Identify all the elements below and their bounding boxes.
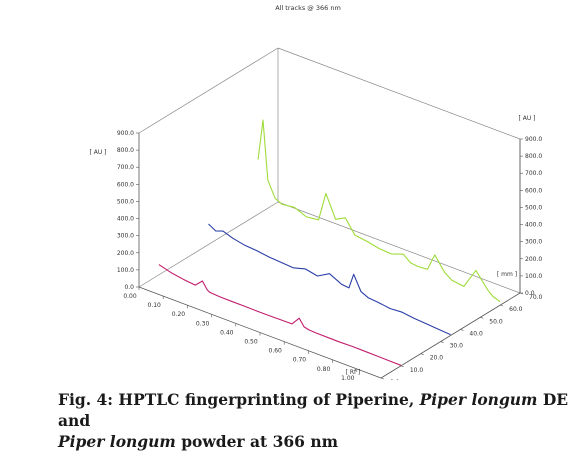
- mm-tick-label-3: 40.0: [469, 330, 483, 337]
- rf-tick-label-3: 0.30: [196, 320, 210, 327]
- mm-tick-6: [400, 365, 404, 368]
- mm-axis: [380, 292, 521, 379]
- rf-tick-label-8: 0.80: [317, 366, 331, 373]
- plot-traces: [158, 119, 501, 366]
- back-top-edge: [277, 47, 521, 140]
- track-trace-2: [208, 223, 451, 336]
- mm-tick-7: [380, 377, 385, 380]
- au-right-tick-label-7: 200.0: [525, 256, 542, 263]
- track-trace-1: [158, 264, 402, 366]
- plot-frame: [138, 47, 521, 294]
- left-bottom-edge: [138, 201, 279, 288]
- figure-caption: Fig. 4: HPTLC fingerprinting of Piperine…: [58, 389, 578, 452]
- rf-tick-label-7: 0.70: [293, 357, 307, 364]
- plot-labels: 900.0 800.0 700.0 600.0 500.0 400.0 300.0 200.0…: [117, 130, 543, 380]
- mm-tick-label-5: 20.0: [430, 355, 444, 362]
- au-left-tick-label-1: 800.0: [117, 147, 134, 154]
- au-unit-left: [ AU ]: [90, 149, 107, 156]
- track-trace-3: [257, 119, 501, 303]
- rf-tick-label-6: 0.60: [269, 348, 283, 355]
- au-right-tick-label-3: 600.0: [525, 187, 542, 194]
- au-left-tick-label-7: 200.0: [117, 250, 134, 257]
- figure: 900.0 800.0 700.0 600.0 500.0 400.0 300.0 200.0…: [58, 4, 568, 451]
- au-unit-right: [ AU ]: [519, 115, 536, 122]
- back-bottom-edge: [277, 201, 521, 294]
- mm-tick-label-1: 60.0: [509, 306, 523, 313]
- mm-tick-label-0: 70.0: [529, 294, 543, 301]
- au-left-tick-label-0: 900.0: [117, 130, 134, 137]
- caption-italic-1: Piper longum: [419, 390, 538, 409]
- mm-tick-0: [519, 292, 524, 295]
- mm-tick-2: [480, 317, 484, 319]
- au-right-tick-label-4: 500.0: [525, 204, 542, 211]
- plot-axes: [136, 132, 524, 380]
- au-left-tick-label-4: 500.0: [117, 198, 134, 205]
- mm-tick-label-7: 0.0: [390, 379, 400, 380]
- au-left-tick-label-6: 300.0: [117, 233, 134, 240]
- caption-suffix: powder at 366 nm: [175, 432, 339, 451]
- caption-prefix: Fig. 4: HPTLC fingerprinting of Piperine…: [58, 390, 420, 409]
- mm-unit: [ mm ]: [497, 271, 517, 278]
- au-left-tick-label-8: 100.0: [117, 267, 134, 274]
- caption-mid: DE and: [58, 390, 569, 430]
- rf-unit: [ Rf ]: [346, 369, 361, 376]
- caption-italic-2: Piper longum: [58, 432, 176, 451]
- rf-tick-label-2: 0.20: [172, 311, 186, 318]
- mm-tick-5: [420, 353, 424, 355]
- rf-tick-label-0: 0.00: [123, 293, 137, 300]
- rf-tick-label-5: 0.50: [244, 339, 258, 346]
- au-right-tick-label-5: 400.0: [525, 222, 542, 229]
- mm-tick-label-4: 30.0: [450, 343, 464, 350]
- au-right-tick-label-9: 0.0: [525, 290, 535, 297]
- au-right-tick-label-2: 700.0: [525, 170, 542, 177]
- rf-tick-label-1: 0.10: [148, 302, 162, 309]
- mm-tick-1: [500, 304, 504, 307]
- au-right-tick-label-1: 800.0: [525, 153, 542, 160]
- au-left-tick-label-2: 700.0: [117, 164, 134, 171]
- au-left-tick-label-5: 400.0: [117, 216, 134, 223]
- mm-tick-4: [440, 341, 444, 343]
- left-top-edge: [138, 47, 279, 134]
- rf-tick-label-9: 1.00: [341, 375, 355, 380]
- chart-title: All tracks @ 366 nm: [275, 4, 341, 12]
- plot-3d: 900.0 800.0 700.0 600.0 500.0 400.0 300.0 200.0…: [90, 4, 543, 380]
- au-right-tick-label-0: 900.0: [525, 136, 542, 143]
- au-left-tick-label-3: 600.0: [117, 181, 134, 188]
- au-right-tick-label-6: 300.0: [525, 239, 542, 246]
- au-left-tick-label-9: 0.0: [124, 284, 134, 291]
- mm-tick-3: [460, 329, 464, 331]
- au-right-tick-label-8: 100.0: [525, 273, 542, 280]
- rf-tick-label-4: 0.40: [220, 329, 234, 336]
- mm-tick-label-2: 50.0: [489, 318, 503, 325]
- mm-tick-label-6: 10.0: [410, 367, 424, 374]
